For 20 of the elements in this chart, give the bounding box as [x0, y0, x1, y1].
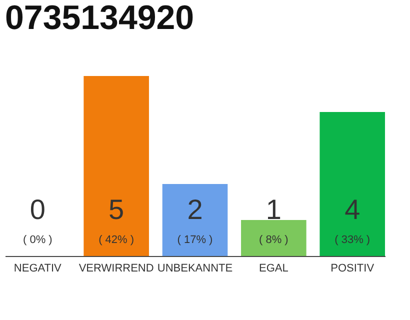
bar — [320, 112, 385, 256]
data-label: 0 — [30, 194, 46, 225]
x-tick-label: POSITIV — [330, 262, 375, 274]
data-label: 5 — [108, 194, 124, 225]
annotation: ( 42% ) — [98, 234, 134, 246]
chart-title: 0735134920 — [5, 0, 194, 37]
x-tick-label: UNBEKANNTE — [157, 262, 233, 274]
bar — [162, 184, 228, 256]
data-label: 4 — [344, 194, 360, 225]
annotation: ( 8% ) — [259, 234, 288, 246]
annotation: ( 33% ) — [334, 234, 370, 246]
bar — [241, 220, 306, 256]
bar — [84, 76, 149, 256]
x-tick-label: NEGATIV — [14, 262, 62, 274]
annotation: ( 17% ) — [177, 234, 213, 246]
x-tick-label: VERWIRREND — [78, 262, 154, 274]
annotation: ( 0% ) — [22, 234, 52, 246]
x-tick-label: EGAL — [258, 262, 288, 274]
data-label: 2 — [187, 194, 203, 225]
data-label: 1 — [266, 194, 282, 225]
